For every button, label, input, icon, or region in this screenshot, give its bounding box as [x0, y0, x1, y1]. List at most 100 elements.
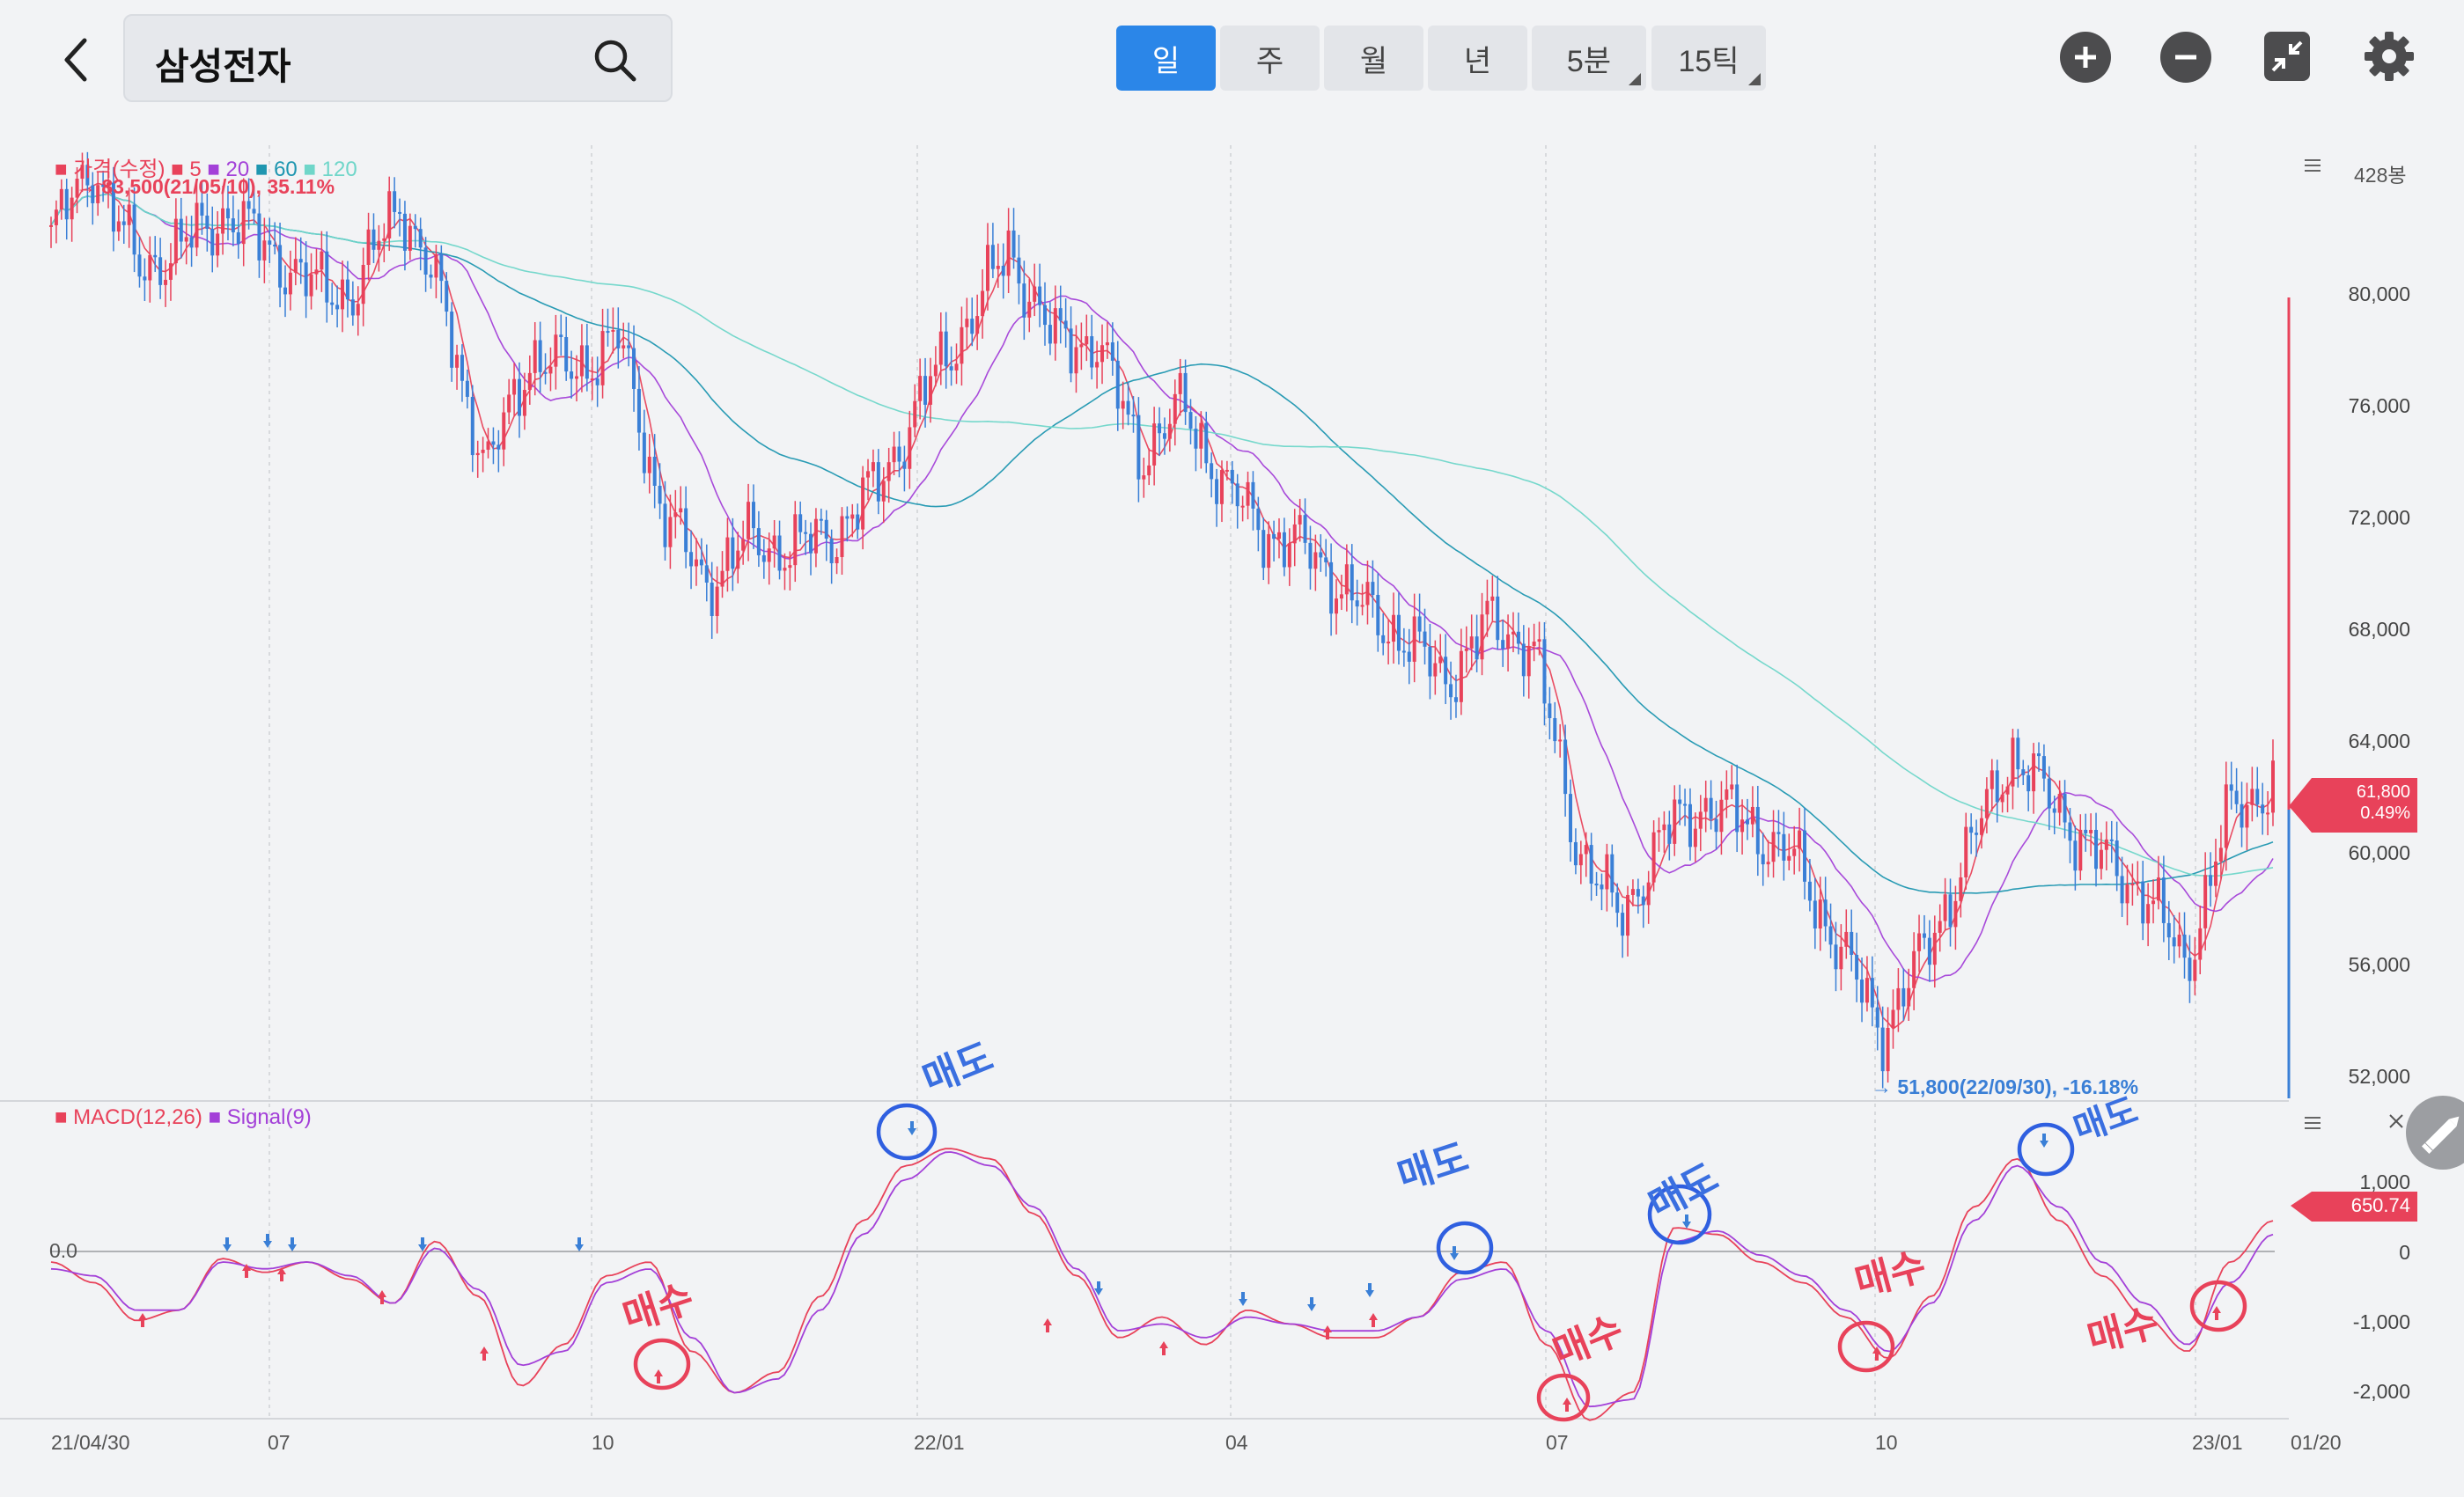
draw-button[interactable] — [2406, 1096, 2464, 1170]
candle-body — [881, 481, 886, 502]
tab-period-month[interactable]: 월 — [1324, 26, 1423, 91]
candle-body — [1922, 933, 1926, 938]
tab-period-year[interactable]: 년 — [1428, 26, 1527, 91]
candle-body — [949, 366, 953, 371]
candle-body — [933, 364, 938, 377]
candle-body — [2089, 829, 2093, 833]
candle-body — [2261, 804, 2265, 814]
candle-body — [642, 432, 646, 473]
current-macd-badge — [2291, 1192, 2417, 1222]
candle-body — [293, 259, 298, 273]
candle-body — [1984, 789, 1989, 818]
candle-body — [1267, 533, 1271, 569]
candle-body — [132, 204, 136, 255]
candle-body — [611, 329, 615, 332]
candle-body — [1875, 1007, 1879, 1028]
candle-body — [1542, 639, 1547, 704]
candle-body — [164, 279, 168, 285]
tab-period-5min[interactable]: 5분 — [1532, 26, 1646, 91]
candle-body — [2218, 848, 2223, 862]
collapse-button[interactable] — [2264, 32, 2310, 81]
candle-body — [2177, 935, 2181, 947]
candle-body — [928, 376, 932, 405]
candle-body — [2234, 790, 2239, 804]
stock-name: 삼성전자 — [155, 46, 291, 87]
back-button[interactable] — [58, 33, 97, 86]
candle-body — [1178, 372, 1182, 394]
candle-body — [2229, 784, 2233, 791]
candle-body — [1558, 739, 1563, 742]
candle-body — [1162, 433, 1166, 439]
legend-signal: Signal(9) — [226, 1105, 312, 1129]
x-axis-label: 04 — [1225, 1431, 1248, 1454]
tab-period-week[interactable]: 주 — [1220, 26, 1320, 91]
candle-body — [570, 371, 574, 379]
candle-body — [1043, 305, 1048, 326]
candle-body — [184, 237, 188, 242]
candle-body — [1667, 824, 1672, 844]
candle-body — [361, 264, 365, 305]
candle-body — [1823, 899, 1828, 927]
candle-body — [91, 185, 95, 203]
candle-body — [1438, 657, 1443, 664]
candle-body — [1990, 770, 1994, 789]
candle-body — [1276, 532, 1281, 539]
candle-body — [382, 238, 386, 241]
candle-body — [1959, 877, 1963, 901]
candle-body — [1027, 301, 1032, 318]
candle-body — [1932, 932, 1937, 965]
candle-body — [1553, 717, 1557, 742]
candle-body — [1464, 648, 1468, 651]
legend-price: 가격(수정) — [73, 158, 165, 181]
search-icon[interactable] — [590, 35, 639, 84]
tab-label: 월 — [1359, 44, 1388, 78]
candlestick-series — [49, 151, 2275, 1089]
current-change: 0.49% — [2360, 804, 2410, 823]
macd-panel-menu-icon[interactable] — [2301, 1112, 2324, 1134]
candle-body — [2151, 900, 2156, 905]
candle-body — [1891, 1009, 1895, 1028]
macd-y-tick: 1,000 — [2359, 1170, 2410, 1193]
candle-body — [450, 312, 454, 368]
zoom-in-button[interactable] — [2060, 32, 2111, 83]
candle-body — [533, 340, 537, 373]
candle-body — [1480, 614, 1484, 660]
sell-arrow — [223, 1237, 232, 1251]
candle-body — [944, 331, 948, 367]
candle-body — [1053, 308, 1057, 344]
candle-body — [1782, 833, 1786, 861]
buy-arrow — [2212, 1306, 2221, 1320]
tab-label: 주 — [1255, 44, 1284, 78]
candle-body — [434, 253, 438, 278]
candle-body — [101, 185, 106, 187]
sell-arrow — [1365, 1283, 1374, 1297]
candle-body — [225, 208, 230, 219]
price-y-tick: 52,000 — [2348, 1065, 2410, 1088]
price-panel-menu-icon[interactable] — [2301, 155, 2324, 176]
macd-close-icon[interactable] — [2386, 1111, 2407, 1132]
candle-body — [1459, 650, 1463, 702]
candle-body — [1537, 639, 1541, 642]
candle-body — [1090, 336, 1094, 368]
candle-body — [1521, 643, 1526, 677]
zoom-out-button[interactable] — [2160, 32, 2211, 83]
candle-body — [2130, 884, 2135, 886]
tab-period-day[interactable]: 일 — [1116, 26, 1216, 91]
candle-body — [54, 209, 58, 225]
sell-circle — [876, 1103, 938, 1161]
candle-body — [1246, 481, 1250, 506]
candle-body — [75, 179, 79, 198]
candle-body — [1594, 884, 1599, 886]
tab-label: 5분 — [1566, 44, 1612, 78]
candle-body — [1516, 631, 1520, 644]
current-price: 61,800 — [2356, 782, 2410, 802]
settings-button[interactable] — [2363, 30, 2416, 83]
tab-period-15tick[interactable]: 15틱 — [1651, 26, 1766, 91]
x-axis-label: 10 — [592, 1431, 614, 1454]
macd-line — [50, 1148, 2274, 1421]
candle-body — [793, 514, 798, 566]
candle-body — [689, 552, 694, 567]
candle-body — [1615, 892, 1620, 914]
stock-search-field[interactable]: 삼성전자 — [123, 14, 673, 102]
